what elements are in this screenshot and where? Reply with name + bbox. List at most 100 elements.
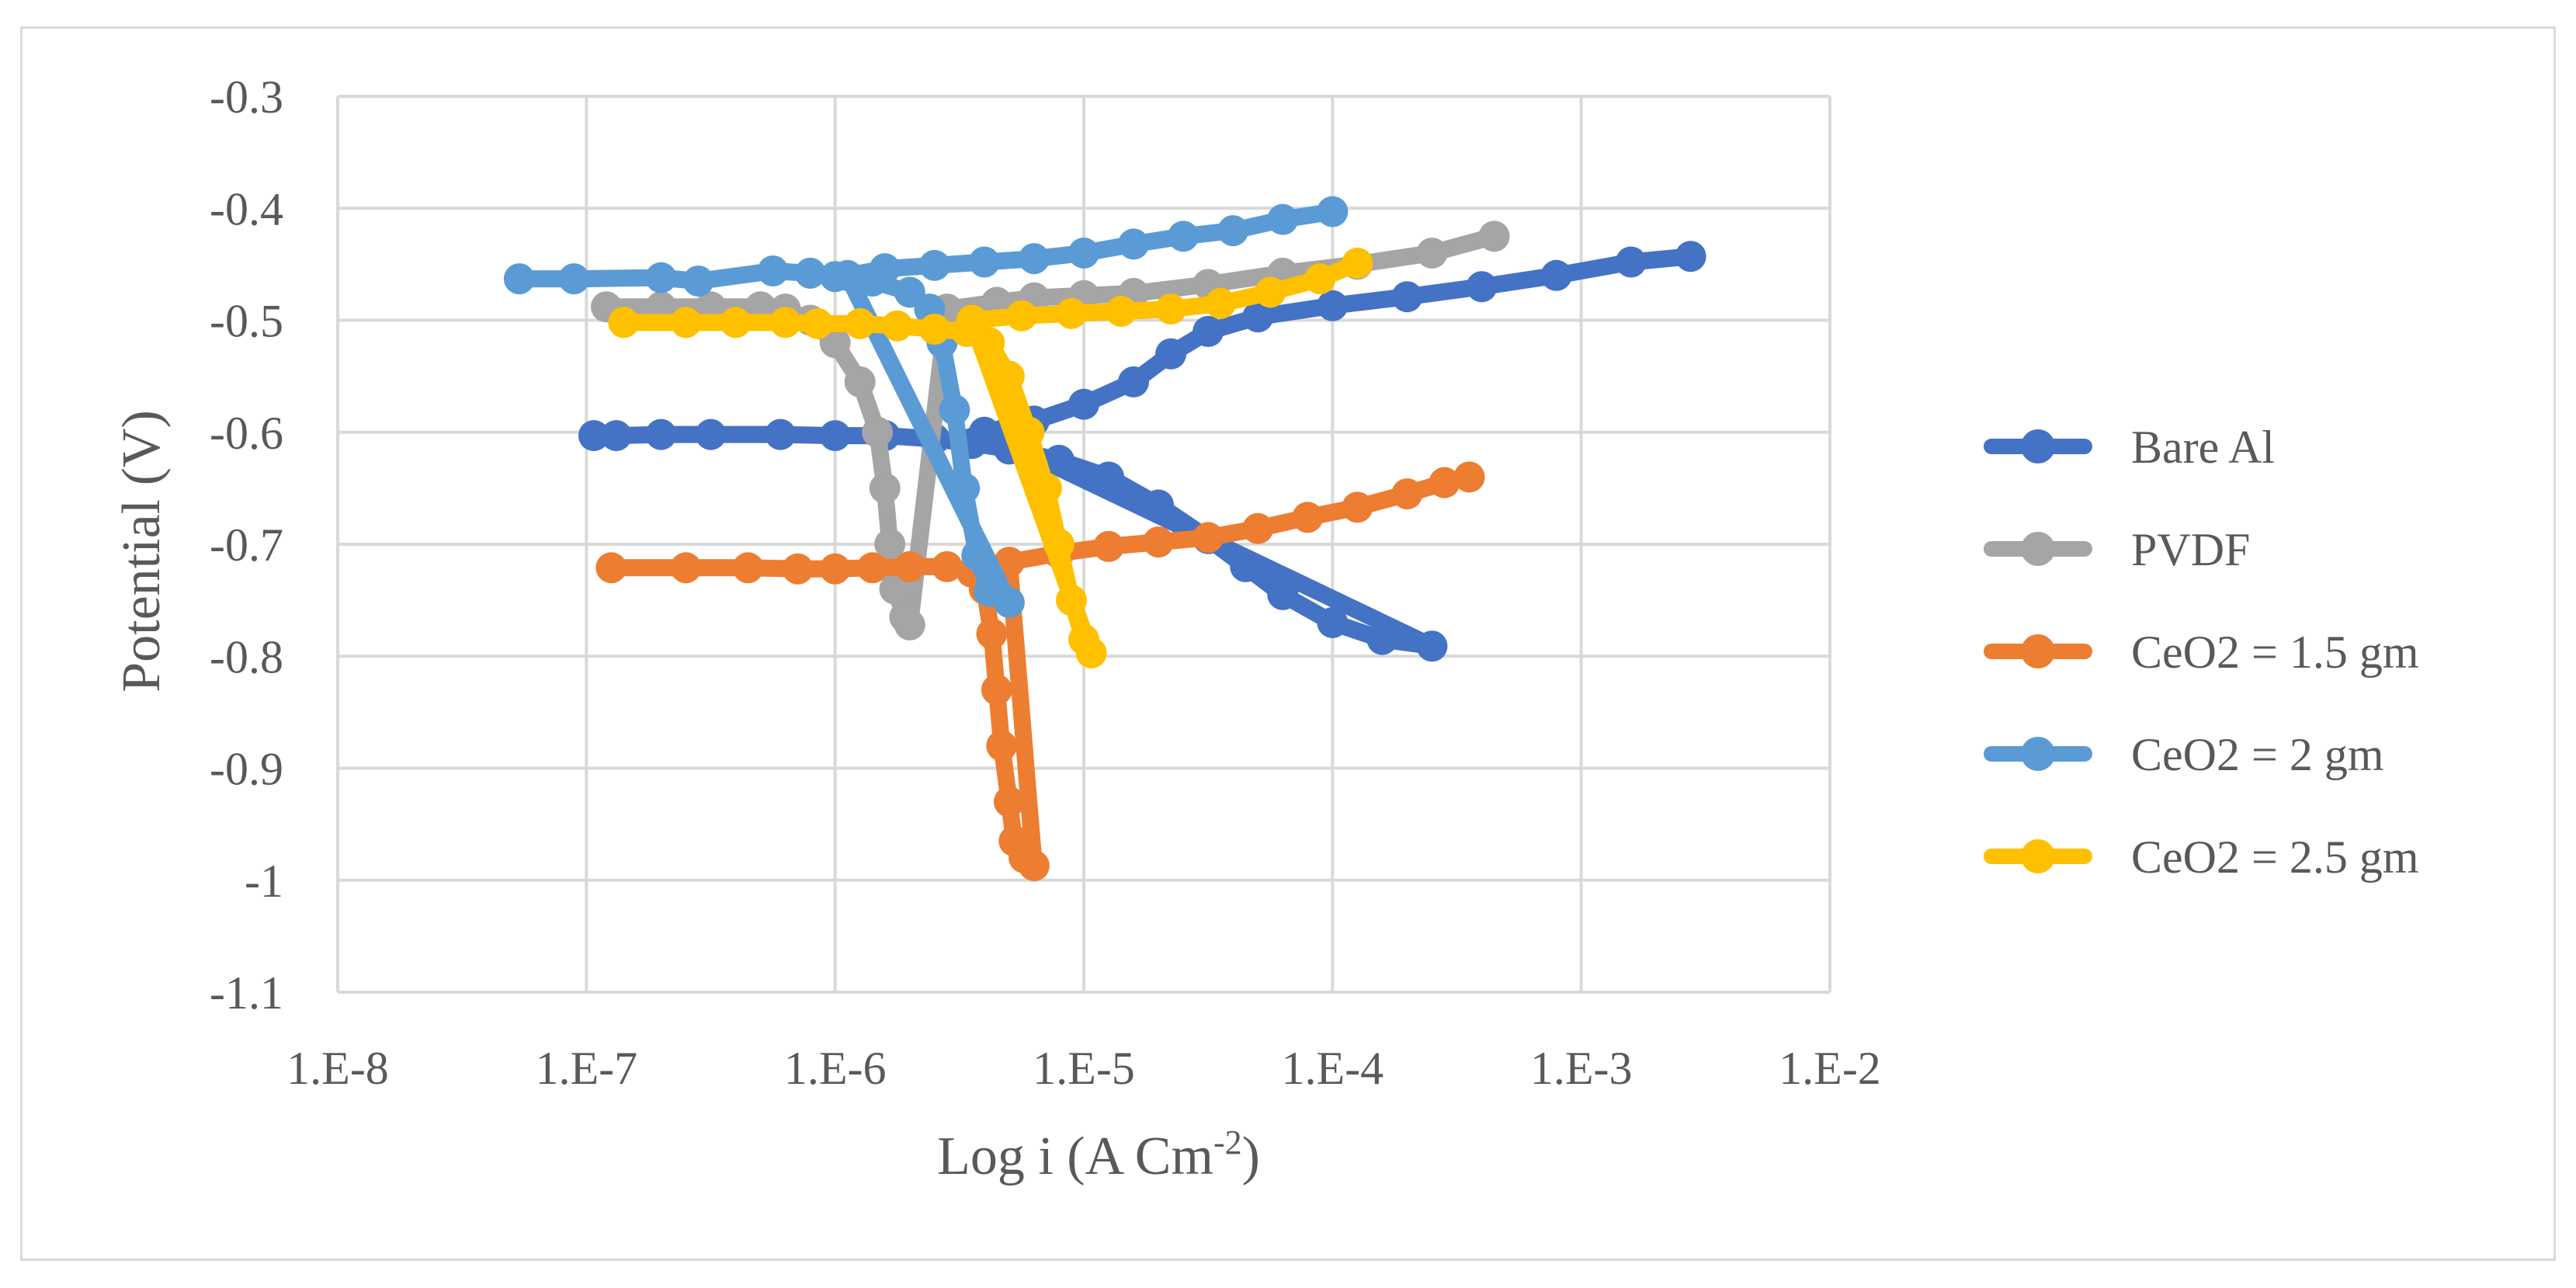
data-point bbox=[1242, 512, 1274, 544]
data-point bbox=[1118, 366, 1150, 398]
data-point bbox=[1193, 315, 1224, 347]
data-point bbox=[844, 366, 876, 398]
data-point bbox=[1429, 467, 1460, 498]
y-tick-label: -0.7 bbox=[210, 519, 283, 571]
legend-marker bbox=[2021, 839, 2055, 873]
data-point bbox=[503, 263, 535, 295]
data-point bbox=[1317, 290, 1349, 321]
data-point bbox=[1013, 416, 1045, 448]
legend-item: CeO2 = 2 gm bbox=[1984, 729, 2384, 780]
data-point bbox=[1106, 295, 1137, 327]
series-ceo2-1-5-gm bbox=[595, 461, 1485, 881]
data-point bbox=[670, 307, 702, 338]
y-axis-title: Potential (V) bbox=[112, 410, 172, 693]
grid-layer bbox=[338, 95, 1831, 992]
data-point bbox=[695, 418, 727, 450]
data-point bbox=[1155, 293, 1187, 325]
x-tick-label: 1.E-4 bbox=[1282, 1043, 1384, 1094]
data-point bbox=[1317, 196, 1349, 227]
tick-layer: -0.3 -0.4 -0.5 -0.6 -0.7 -0.8 -0.9 -1 -1.11.E-8 1… bbox=[210, 71, 1881, 1094]
data-point bbox=[1466, 271, 1498, 303]
data-point bbox=[869, 472, 901, 504]
series-layer bbox=[503, 196, 1706, 881]
data-point bbox=[1391, 478, 1423, 510]
y-tick-label: -0.5 bbox=[210, 296, 283, 347]
data-point bbox=[1540, 259, 1572, 291]
data-point bbox=[931, 550, 963, 582]
data-point bbox=[578, 420, 609, 452]
data-point bbox=[1255, 276, 1286, 308]
data-point bbox=[993, 587, 1025, 619]
legend-label: CeO2 = 1.5 gm bbox=[2131, 627, 2419, 678]
legend-label: PVDF bbox=[2131, 524, 2250, 575]
series-ceo2-2-5-gm bbox=[608, 247, 1373, 668]
data-point bbox=[993, 360, 1025, 392]
data-point bbox=[1143, 489, 1175, 521]
data-point bbox=[1055, 585, 1087, 616]
data-point bbox=[956, 304, 988, 336]
data-point bbox=[1193, 522, 1224, 554]
y-tick-label: -1.1 bbox=[210, 967, 283, 1019]
data-point bbox=[949, 472, 981, 504]
data-point bbox=[682, 266, 714, 297]
data-point bbox=[608, 307, 640, 338]
x-tick-label: 1.E-5 bbox=[1033, 1043, 1135, 1094]
legend-marker bbox=[2021, 634, 2055, 668]
data-point bbox=[1143, 526, 1175, 558]
y-tick-label: -0.6 bbox=[210, 408, 283, 459]
x-tick-label: 1.E-7 bbox=[536, 1043, 638, 1094]
legend-label: Bare Al bbox=[2131, 422, 2275, 473]
data-point bbox=[968, 246, 1000, 278]
data-point bbox=[1068, 388, 1099, 420]
legend-item: CeO2 = 1.5 gm bbox=[1984, 627, 2419, 678]
data-point bbox=[1391, 281, 1423, 313]
data-point bbox=[1030, 472, 1062, 504]
data-point bbox=[802, 307, 834, 339]
x-tick-label: 1.E-2 bbox=[1779, 1043, 1881, 1094]
y-tick-label: -1 bbox=[245, 856, 283, 907]
data-point bbox=[1317, 606, 1349, 638]
data-point bbox=[819, 420, 851, 452]
y-tick-label: -0.3 bbox=[210, 71, 283, 123]
data-point bbox=[939, 394, 970, 425]
y-tick-label: -0.9 bbox=[210, 744, 283, 795]
data-point bbox=[1453, 461, 1485, 493]
data-point bbox=[874, 529, 906, 560]
data-point bbox=[894, 609, 925, 641]
data-point bbox=[1416, 630, 1448, 662]
data-point bbox=[1168, 220, 1199, 252]
data-point bbox=[1615, 246, 1647, 278]
data-point bbox=[782, 553, 814, 585]
data-point bbox=[869, 253, 901, 285]
data-point bbox=[1217, 215, 1249, 247]
data-point bbox=[794, 257, 826, 289]
legend-marker bbox=[2021, 737, 2055, 771]
data-point bbox=[600, 420, 632, 452]
x-tick-label: 1.E-3 bbox=[1530, 1043, 1633, 1094]
data-point bbox=[1675, 241, 1706, 273]
data-point bbox=[1478, 220, 1510, 252]
data-point bbox=[1005, 300, 1037, 332]
data-point bbox=[1018, 243, 1050, 275]
data-point bbox=[1068, 237, 1099, 269]
data-point bbox=[993, 786, 1025, 818]
data-point bbox=[1205, 287, 1237, 319]
data-point bbox=[974, 327, 1005, 359]
x-axis-title: Log i (A Cm-2) bbox=[937, 1123, 1260, 1186]
legend-marker bbox=[2021, 532, 2055, 566]
series-line bbox=[602, 468, 1478, 874]
data-point bbox=[968, 416, 1000, 448]
data-point bbox=[769, 307, 801, 338]
legend-item: PVDF bbox=[1984, 524, 2250, 575]
x-tick-label: 1.E-6 bbox=[784, 1043, 887, 1094]
y-tick-label: -0.4 bbox=[210, 183, 283, 234]
data-point bbox=[1055, 297, 1087, 329]
data-point bbox=[894, 550, 925, 582]
data-point bbox=[1043, 444, 1074, 476]
data-point bbox=[757, 255, 789, 287]
data-point bbox=[844, 307, 876, 339]
data-point bbox=[1093, 461, 1125, 493]
y-tick-label: -0.8 bbox=[210, 631, 283, 682]
x-tick-label: 1.E-8 bbox=[286, 1043, 389, 1094]
data-point bbox=[1018, 849, 1050, 881]
